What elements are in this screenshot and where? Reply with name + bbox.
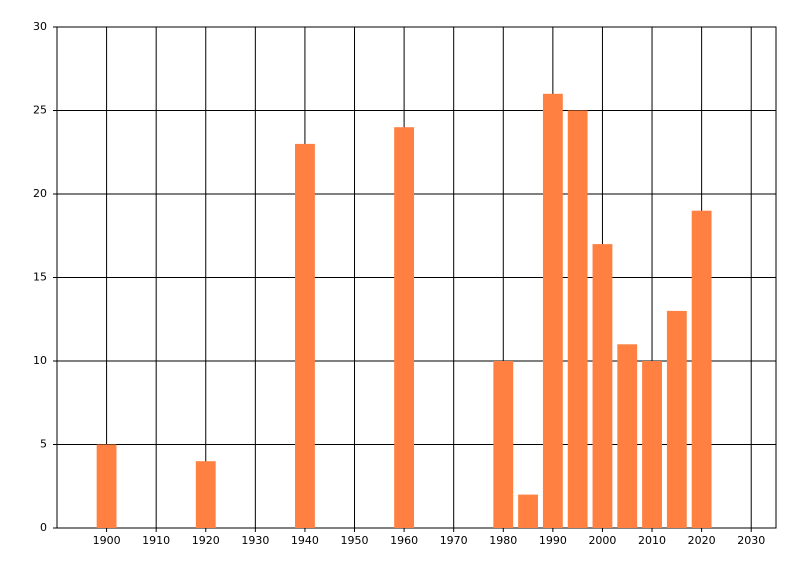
x-tick-label: 2000 — [588, 534, 616, 547]
bar — [642, 361, 662, 528]
x-tick-label: 1910 — [142, 534, 170, 547]
x-tick-label: 1900 — [93, 534, 121, 547]
bar — [493, 361, 514, 528]
bar — [666, 310, 687, 528]
x-tick-label: 1940 — [291, 534, 319, 547]
y-tick-label: 0 — [40, 521, 47, 534]
x-tick-label: 1960 — [390, 534, 418, 547]
x-tick-label: 1920 — [192, 534, 220, 547]
bar — [96, 444, 117, 528]
bar — [295, 143, 315, 528]
x-tick-label: 1970 — [440, 534, 468, 547]
x-tick-label: 1980 — [489, 534, 517, 547]
x-tick-label: 2020 — [688, 534, 716, 547]
y-tick-label: 15 — [33, 271, 47, 284]
bar — [592, 244, 613, 528]
bar — [394, 127, 415, 528]
x-tick-label: 2010 — [638, 534, 666, 547]
y-tick-label: 10 — [33, 354, 47, 367]
bar — [542, 93, 563, 529]
bar — [617, 344, 638, 528]
x-tick-label: 1990 — [539, 534, 567, 547]
x-tick-label: 2030 — [737, 534, 765, 547]
x-tick-label: 1930 — [241, 534, 269, 547]
y-tick-label: 30 — [33, 20, 47, 33]
x-tick-label: 1950 — [341, 534, 369, 547]
bar — [195, 461, 216, 528]
y-tick-label: 25 — [33, 104, 47, 117]
y-tick-label: 5 — [40, 438, 47, 451]
bar — [691, 210, 712, 528]
bar — [518, 494, 538, 528]
bar — [567, 110, 588, 528]
y-tick-label: 20 — [33, 187, 47, 200]
